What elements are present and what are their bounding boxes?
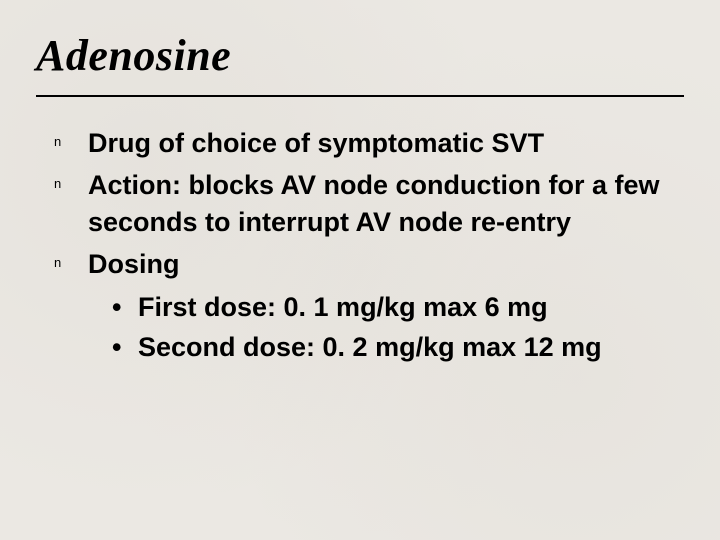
bullet-icon: n bbox=[54, 167, 88, 191]
bullet-icon: n bbox=[54, 125, 88, 149]
sub-list-item-text: Second dose: 0. 2 mg/kg max 12 mg bbox=[138, 329, 664, 365]
bullet-icon: n bbox=[54, 246, 88, 270]
title-divider bbox=[36, 95, 684, 97]
list-item: n Drug of choice of symptomatic SVT bbox=[54, 125, 664, 161]
slide-body: n Drug of choice of symptomatic SVT n Ac… bbox=[36, 125, 684, 366]
list-item: n Action: blocks AV node conduction for … bbox=[54, 167, 664, 240]
list-item-text: Dosing bbox=[88, 246, 664, 282]
slide-title: Adenosine bbox=[36, 30, 684, 81]
dot-bullet-icon: • bbox=[112, 289, 138, 325]
list-item: n Dosing bbox=[54, 246, 664, 282]
sub-list-item: • First dose: 0. 1 mg/kg max 6 mg bbox=[112, 289, 664, 325]
list-item-text: Drug of choice of symptomatic SVT bbox=[88, 125, 664, 161]
list-item-text: Action: blocks AV node conduction for a … bbox=[88, 167, 664, 240]
sub-list: • First dose: 0. 1 mg/kg max 6 mg • Seco… bbox=[54, 289, 664, 366]
sub-list-item-text: First dose: 0. 1 mg/kg max 6 mg bbox=[138, 289, 664, 325]
dot-bullet-icon: • bbox=[112, 329, 138, 365]
sub-list-item: • Second dose: 0. 2 mg/kg max 12 mg bbox=[112, 329, 664, 365]
